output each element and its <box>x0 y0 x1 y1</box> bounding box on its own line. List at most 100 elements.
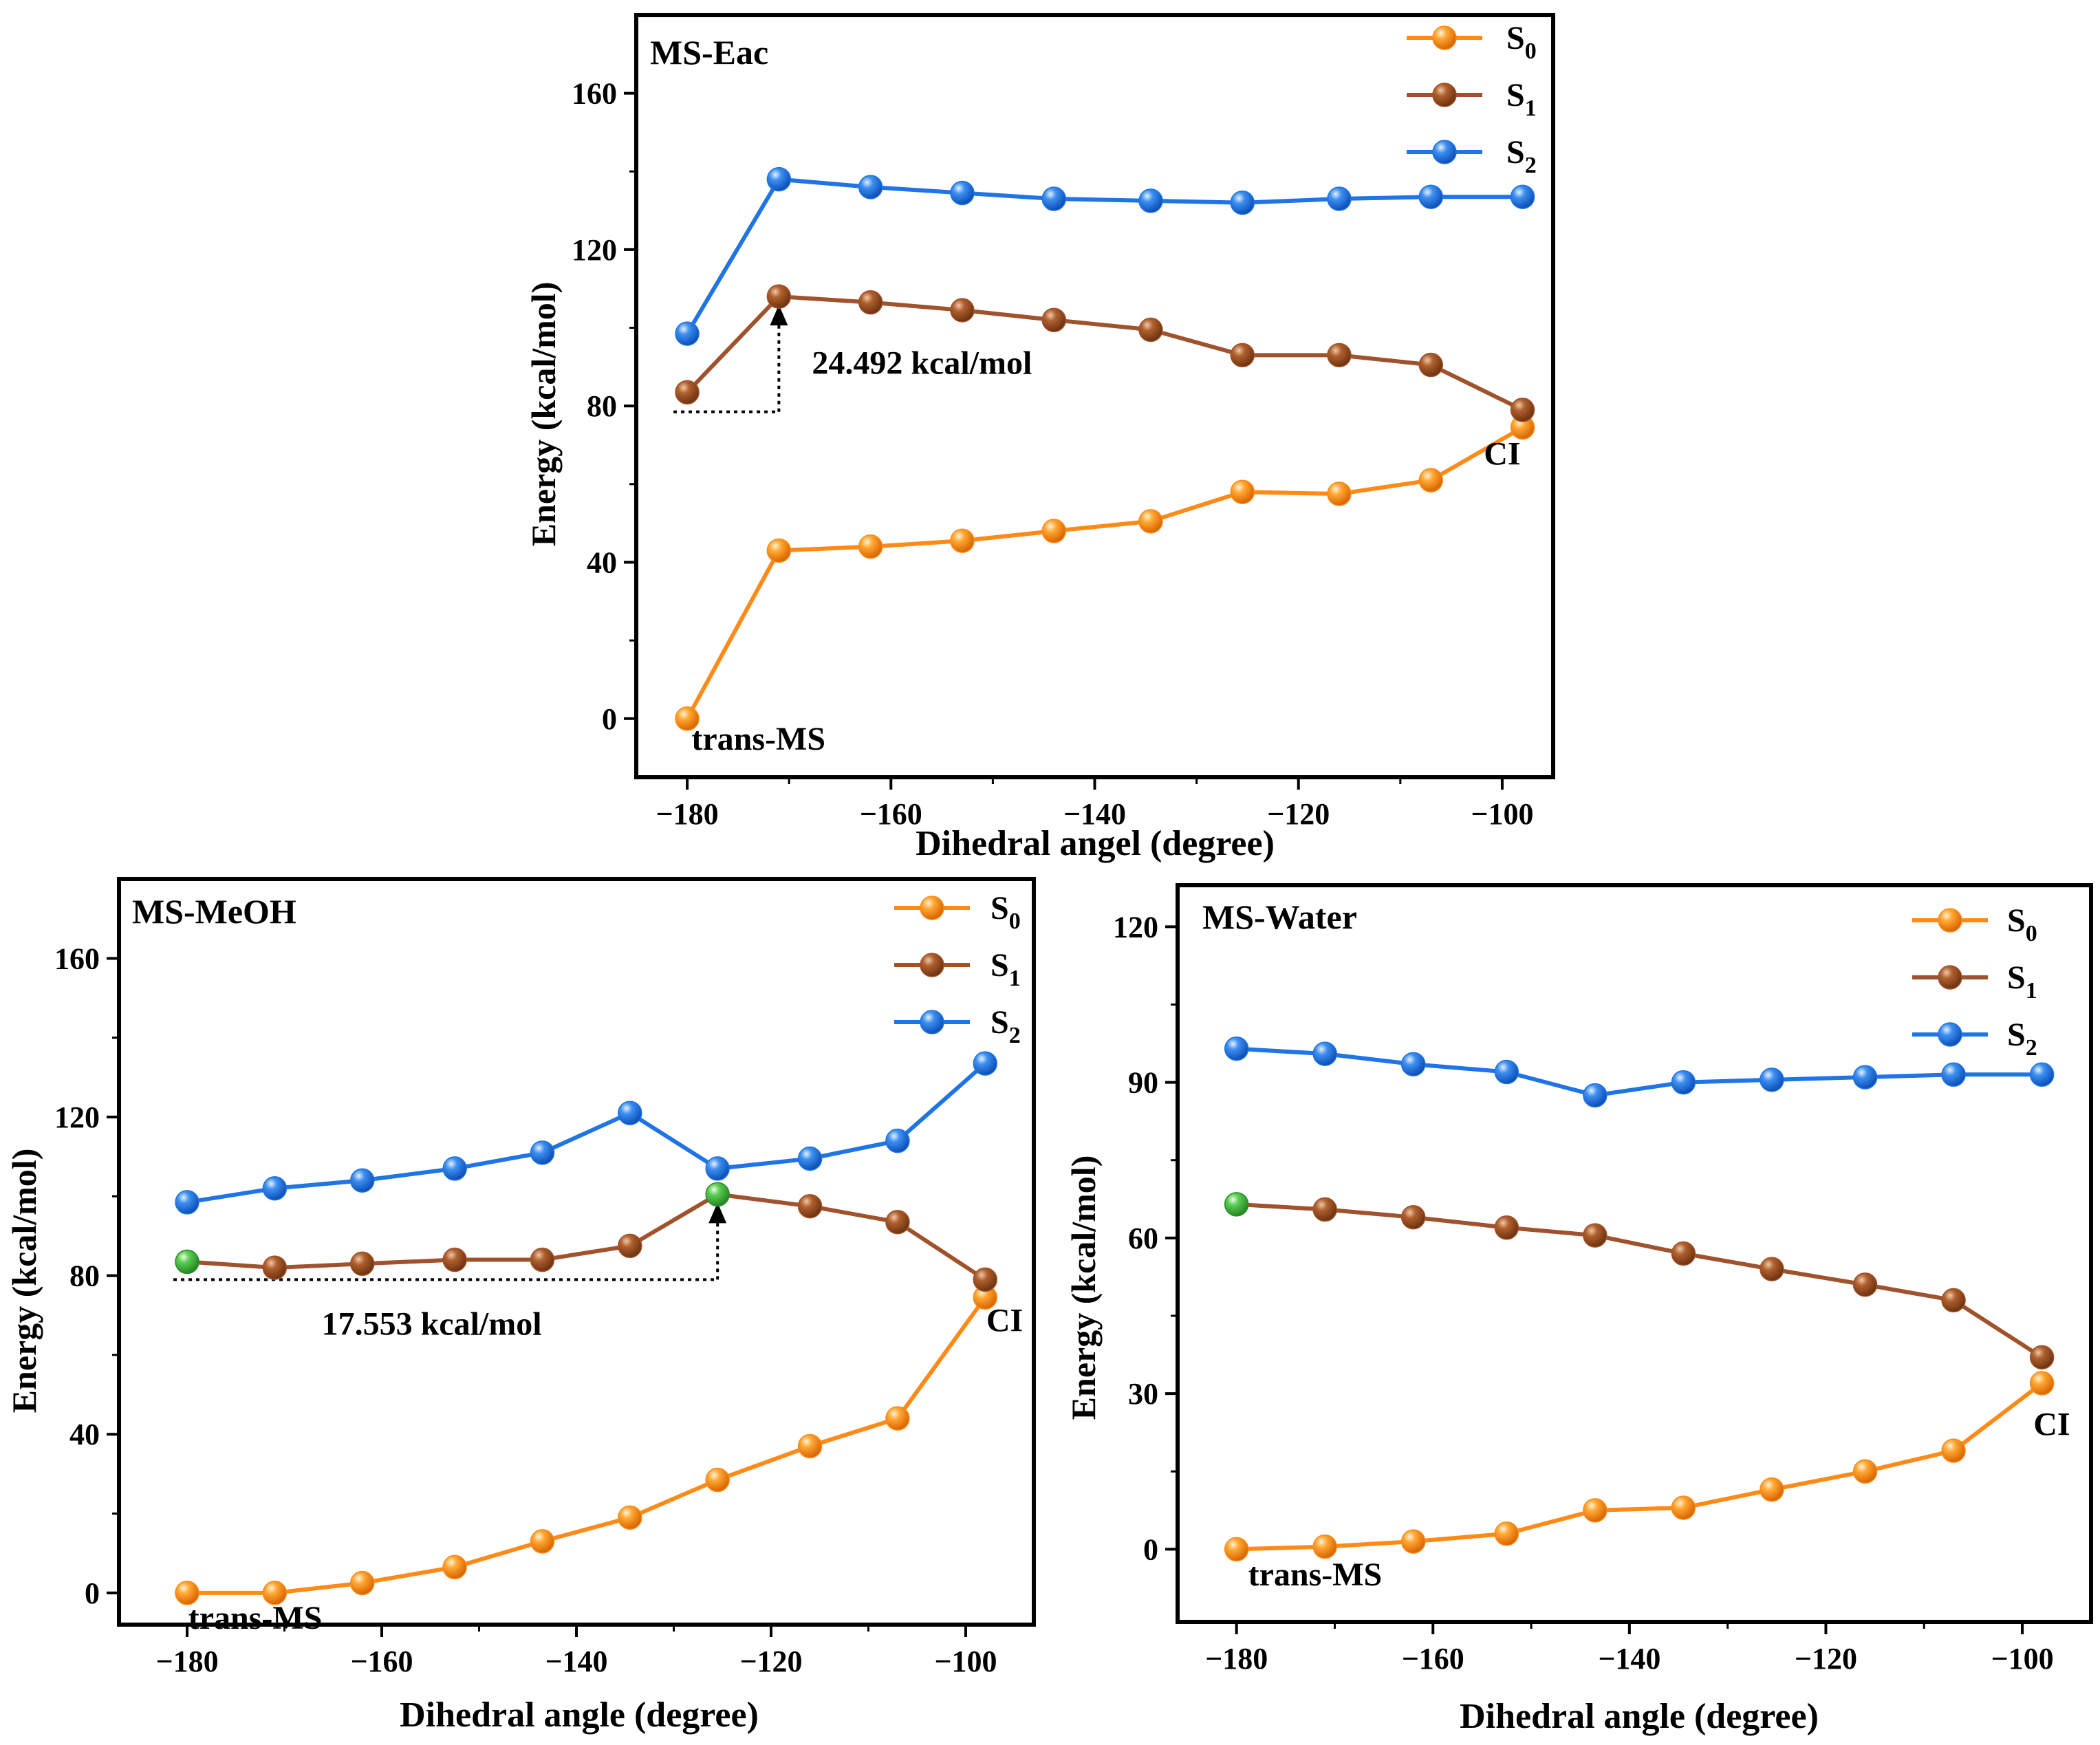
legend-marker <box>1432 83 1457 107</box>
plot-frame-ms-eac <box>634 13 1555 779</box>
data-point-s1 <box>797 1193 823 1219</box>
series-line-s1 <box>186 1192 986 1281</box>
data-point-s2 <box>349 1168 375 1193</box>
x-tick-label-ms-water: −140 <box>1598 1642 1660 1676</box>
data-point-s0 <box>950 528 975 553</box>
legend-item-s2: S2 <box>894 1004 1021 1048</box>
data-point-s1 <box>1760 1257 1784 1281</box>
x-tick-label-ms-water: −180 <box>1205 1642 1268 1676</box>
legend-item-s0: S0 <box>1912 902 2037 946</box>
data-point-s2 <box>1941 1062 1966 1087</box>
data-point-s1 <box>973 1267 998 1292</box>
data-point-s0 <box>1418 468 1444 492</box>
barrier-arrowhead-icon <box>708 1202 727 1224</box>
data-point-s0 <box>766 538 792 563</box>
data-point-s2 <box>1671 1070 1696 1095</box>
data-point-s1 <box>1230 343 1255 368</box>
series-s2-ms-water <box>1224 1036 2055 1108</box>
chart-title-ms-water: MS-Water <box>1202 898 1357 936</box>
data-point-s1 <box>1671 1241 1696 1266</box>
data-point-s1 <box>1418 352 1444 378</box>
data-point-s0 <box>1327 481 1352 506</box>
data-point-s1 <box>1400 1204 1426 1230</box>
trans-ms-label: trans-MS <box>1248 1557 1383 1593</box>
legend-marker <box>1938 965 1962 990</box>
x-tick-label-ms-meoh: −160 <box>350 1645 413 1678</box>
crossing-point-marker <box>175 1249 199 1275</box>
data-point-s2 <box>1138 188 1163 213</box>
data-point-s1 <box>766 284 792 309</box>
legend-ms-eac: S0 S1 S2 <box>1407 20 1537 178</box>
legend-item-s1: S1 <box>894 947 1021 991</box>
data-point-s1 <box>2029 1345 2055 1370</box>
data-point-s1 <box>1852 1272 1878 1297</box>
x-tick-label-ms-meoh: −180 <box>156 1645 219 1678</box>
data-point-s0 <box>797 1433 823 1459</box>
series-line-s2 <box>685 177 1523 335</box>
series-s1-ms-water <box>1224 1192 2055 1370</box>
x-tick-label-ms-eac: −160 <box>860 797 922 831</box>
x-tick-label-ms-eac: −140 <box>1063 797 1126 831</box>
y-tick-label-ms-eac: 40 <box>587 545 617 579</box>
legend-marker <box>1938 1022 1962 1047</box>
plot-frame-ms-water <box>1176 883 2093 1624</box>
ci-label: CI <box>1484 435 1520 472</box>
x-tick-label-ms-eac: −100 <box>1471 797 1533 831</box>
plot-area-ms-eac: −180 −160 −140 −120 −100 0 40 80 120 160 24.492 kc… <box>572 13 1555 831</box>
x-axis-label-ms-water: Dihedral angle (degree) <box>1460 1697 1819 1736</box>
x-tick-label-ms-water: −160 <box>1402 1642 1464 1676</box>
series-s1-ms-eac <box>675 284 1535 422</box>
data-point-s0 <box>858 534 883 559</box>
series-s1-ms-meoh <box>175 1182 998 1292</box>
y-axis-label-ms-eac: Energy (kcal/mol) <box>524 282 563 547</box>
y-tick-label-ms-eac: 120 <box>572 233 617 267</box>
legend-item-s0: S0 <box>894 890 1021 934</box>
legend-label: S1 <box>991 947 1021 991</box>
data-point-s1 <box>442 1247 467 1272</box>
data-point-s0 <box>1760 1477 1784 1502</box>
chart-panel-ms-eac: −180 −160 −140 −120 −100 0 40 80 120 160 24.492 kc… <box>524 13 1555 863</box>
data-point-s2 <box>858 175 883 199</box>
legend-item-s1: S1 <box>1407 77 1537 121</box>
legend-label: S1 <box>1506 77 1537 121</box>
legend-label: S2 <box>2007 1017 2037 1061</box>
data-point-s0 <box>2029 1371 2055 1396</box>
y-axis-label-ms-water: Energy (kcal/mol) <box>1064 1156 1103 1420</box>
data-point-s0 <box>885 1406 910 1431</box>
data-point-s1 <box>675 380 700 405</box>
legend-label: S0 <box>991 890 1021 934</box>
legend-marker <box>920 953 944 977</box>
data-point-s2 <box>1230 190 1255 215</box>
data-point-s2 <box>530 1140 555 1165</box>
y-tick-label-ms-eac: 0 <box>602 702 617 736</box>
barrier-label: 24.492 kcal/mol <box>812 345 1032 382</box>
legend-ms-meoh: S0 S1 S2 <box>894 890 1021 1048</box>
data-point-s0 <box>618 1505 642 1530</box>
data-point-s0 <box>175 1581 199 1605</box>
ci-label: CI <box>986 1302 1023 1338</box>
y-tick-label-ms-water: 90 <box>1128 1066 1158 1100</box>
legend-marker <box>920 896 944 920</box>
data-point-s0 <box>1230 479 1255 504</box>
data-point-s0 <box>1224 1537 1249 1562</box>
data-point-s1 <box>1941 1288 1966 1313</box>
data-point-s0 <box>1671 1495 1696 1520</box>
series-line-s0 <box>685 425 1524 720</box>
y-tick-label-ms-water: 30 <box>1128 1377 1158 1411</box>
data-point-s2 <box>705 1156 730 1181</box>
data-point-s2 <box>262 1175 288 1201</box>
series-line-s0 <box>1236 1381 2044 1552</box>
data-point-s0 <box>349 1570 375 1596</box>
data-point-s0 <box>442 1554 467 1580</box>
ci-label: CI <box>2033 1406 2070 1442</box>
data-point-s0 <box>1312 1534 1337 1559</box>
series-line-s2 <box>1236 1046 2042 1098</box>
data-point-s1 <box>618 1233 642 1259</box>
legend-marker <box>1432 140 1457 164</box>
data-point-s0 <box>1583 1498 1608 1523</box>
data-point-s1 <box>530 1247 555 1272</box>
legend-label: S0 <box>2007 902 2037 946</box>
legend-label: S1 <box>2007 960 2037 1004</box>
data-point-s0 <box>530 1529 555 1554</box>
